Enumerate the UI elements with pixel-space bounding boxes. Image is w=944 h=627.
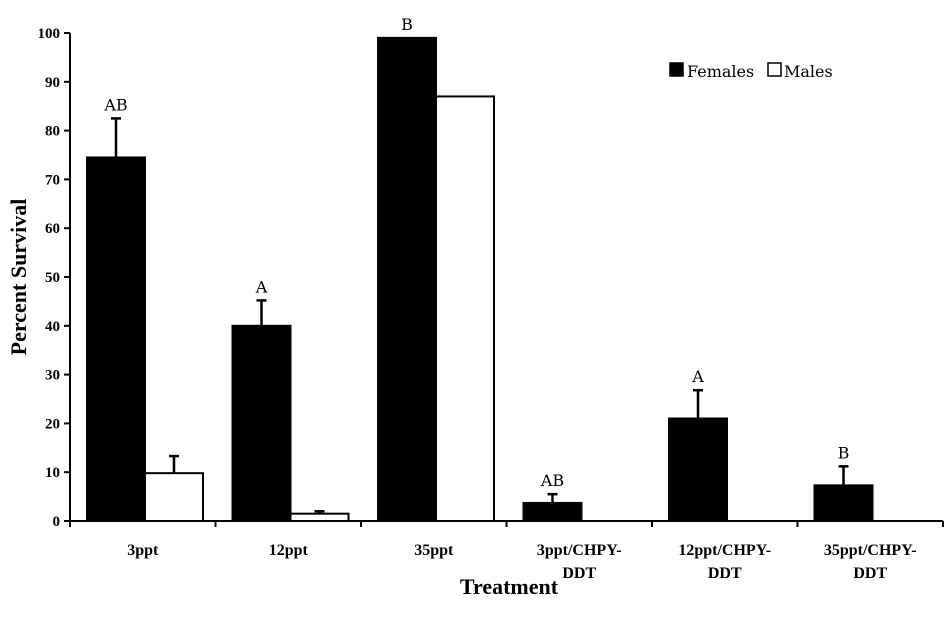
bar-females: [377, 36, 437, 522]
category-label: DDT: [708, 565, 742, 582]
y-tick-label: 70: [45, 172, 60, 188]
significance-label: AB: [540, 471, 564, 490]
significance-label: B: [838, 443, 850, 462]
legend-swatch-females: [669, 62, 684, 77]
y-tick-label: 90: [45, 75, 60, 91]
bar-females: [522, 501, 583, 522]
x-axis-title: Treatment: [460, 574, 559, 599]
y-tick-label: 50: [45, 270, 60, 286]
category-label: DDT: [562, 565, 596, 582]
bar-females: [813, 484, 874, 523]
category-label: 12ppt: [269, 542, 309, 559]
category-label: 12ppt/CHPY-: [678, 542, 771, 559]
bar-females: [668, 417, 728, 522]
legend-label-females: Females: [687, 62, 754, 81]
significance-label: AB: [103, 95, 127, 114]
bar-females: [231, 324, 292, 522]
category-label: 3ppt/CHPY-: [537, 542, 622, 559]
y-tick-label: 80: [45, 124, 60, 140]
significance-label: A: [691, 367, 704, 386]
significance-label: A: [255, 277, 268, 296]
y-tick-label: 10: [45, 465, 60, 481]
y-tick-label: 40: [45, 319, 60, 335]
category-label: 35ppt/CHPY-: [824, 542, 917, 559]
labels: 0 10 20 30 40 50 60 70 80 90 100 3ppt 12ppt 35ppt 3ppt…: [38, 15, 917, 582]
y-tick-label: 0: [53, 514, 61, 530]
category-label: 3ppt: [127, 542, 159, 559]
y-tick-label: 20: [45, 416, 60, 432]
bar-males: [435, 95, 495, 522]
bar-males: [144, 472, 204, 522]
category-label: 35ppt: [414, 542, 454, 559]
y-tick-label: 30: [45, 368, 60, 384]
significance-label: B: [401, 15, 413, 34]
bars: [86, 36, 874, 523]
axes: [64, 32, 944, 527]
bar-females: [86, 156, 146, 522]
y-tick-label: 100: [38, 26, 61, 42]
legend: Females Males: [669, 62, 833, 81]
category-label: DDT: [853, 565, 887, 582]
legend-label-males: Males: [784, 62, 833, 81]
legend-swatch-males: [767, 62, 782, 77]
bar-males: [289, 512, 350, 522]
y-tick-label: 60: [45, 221, 60, 237]
y-axis-title: Percent Survival: [6, 199, 31, 356]
